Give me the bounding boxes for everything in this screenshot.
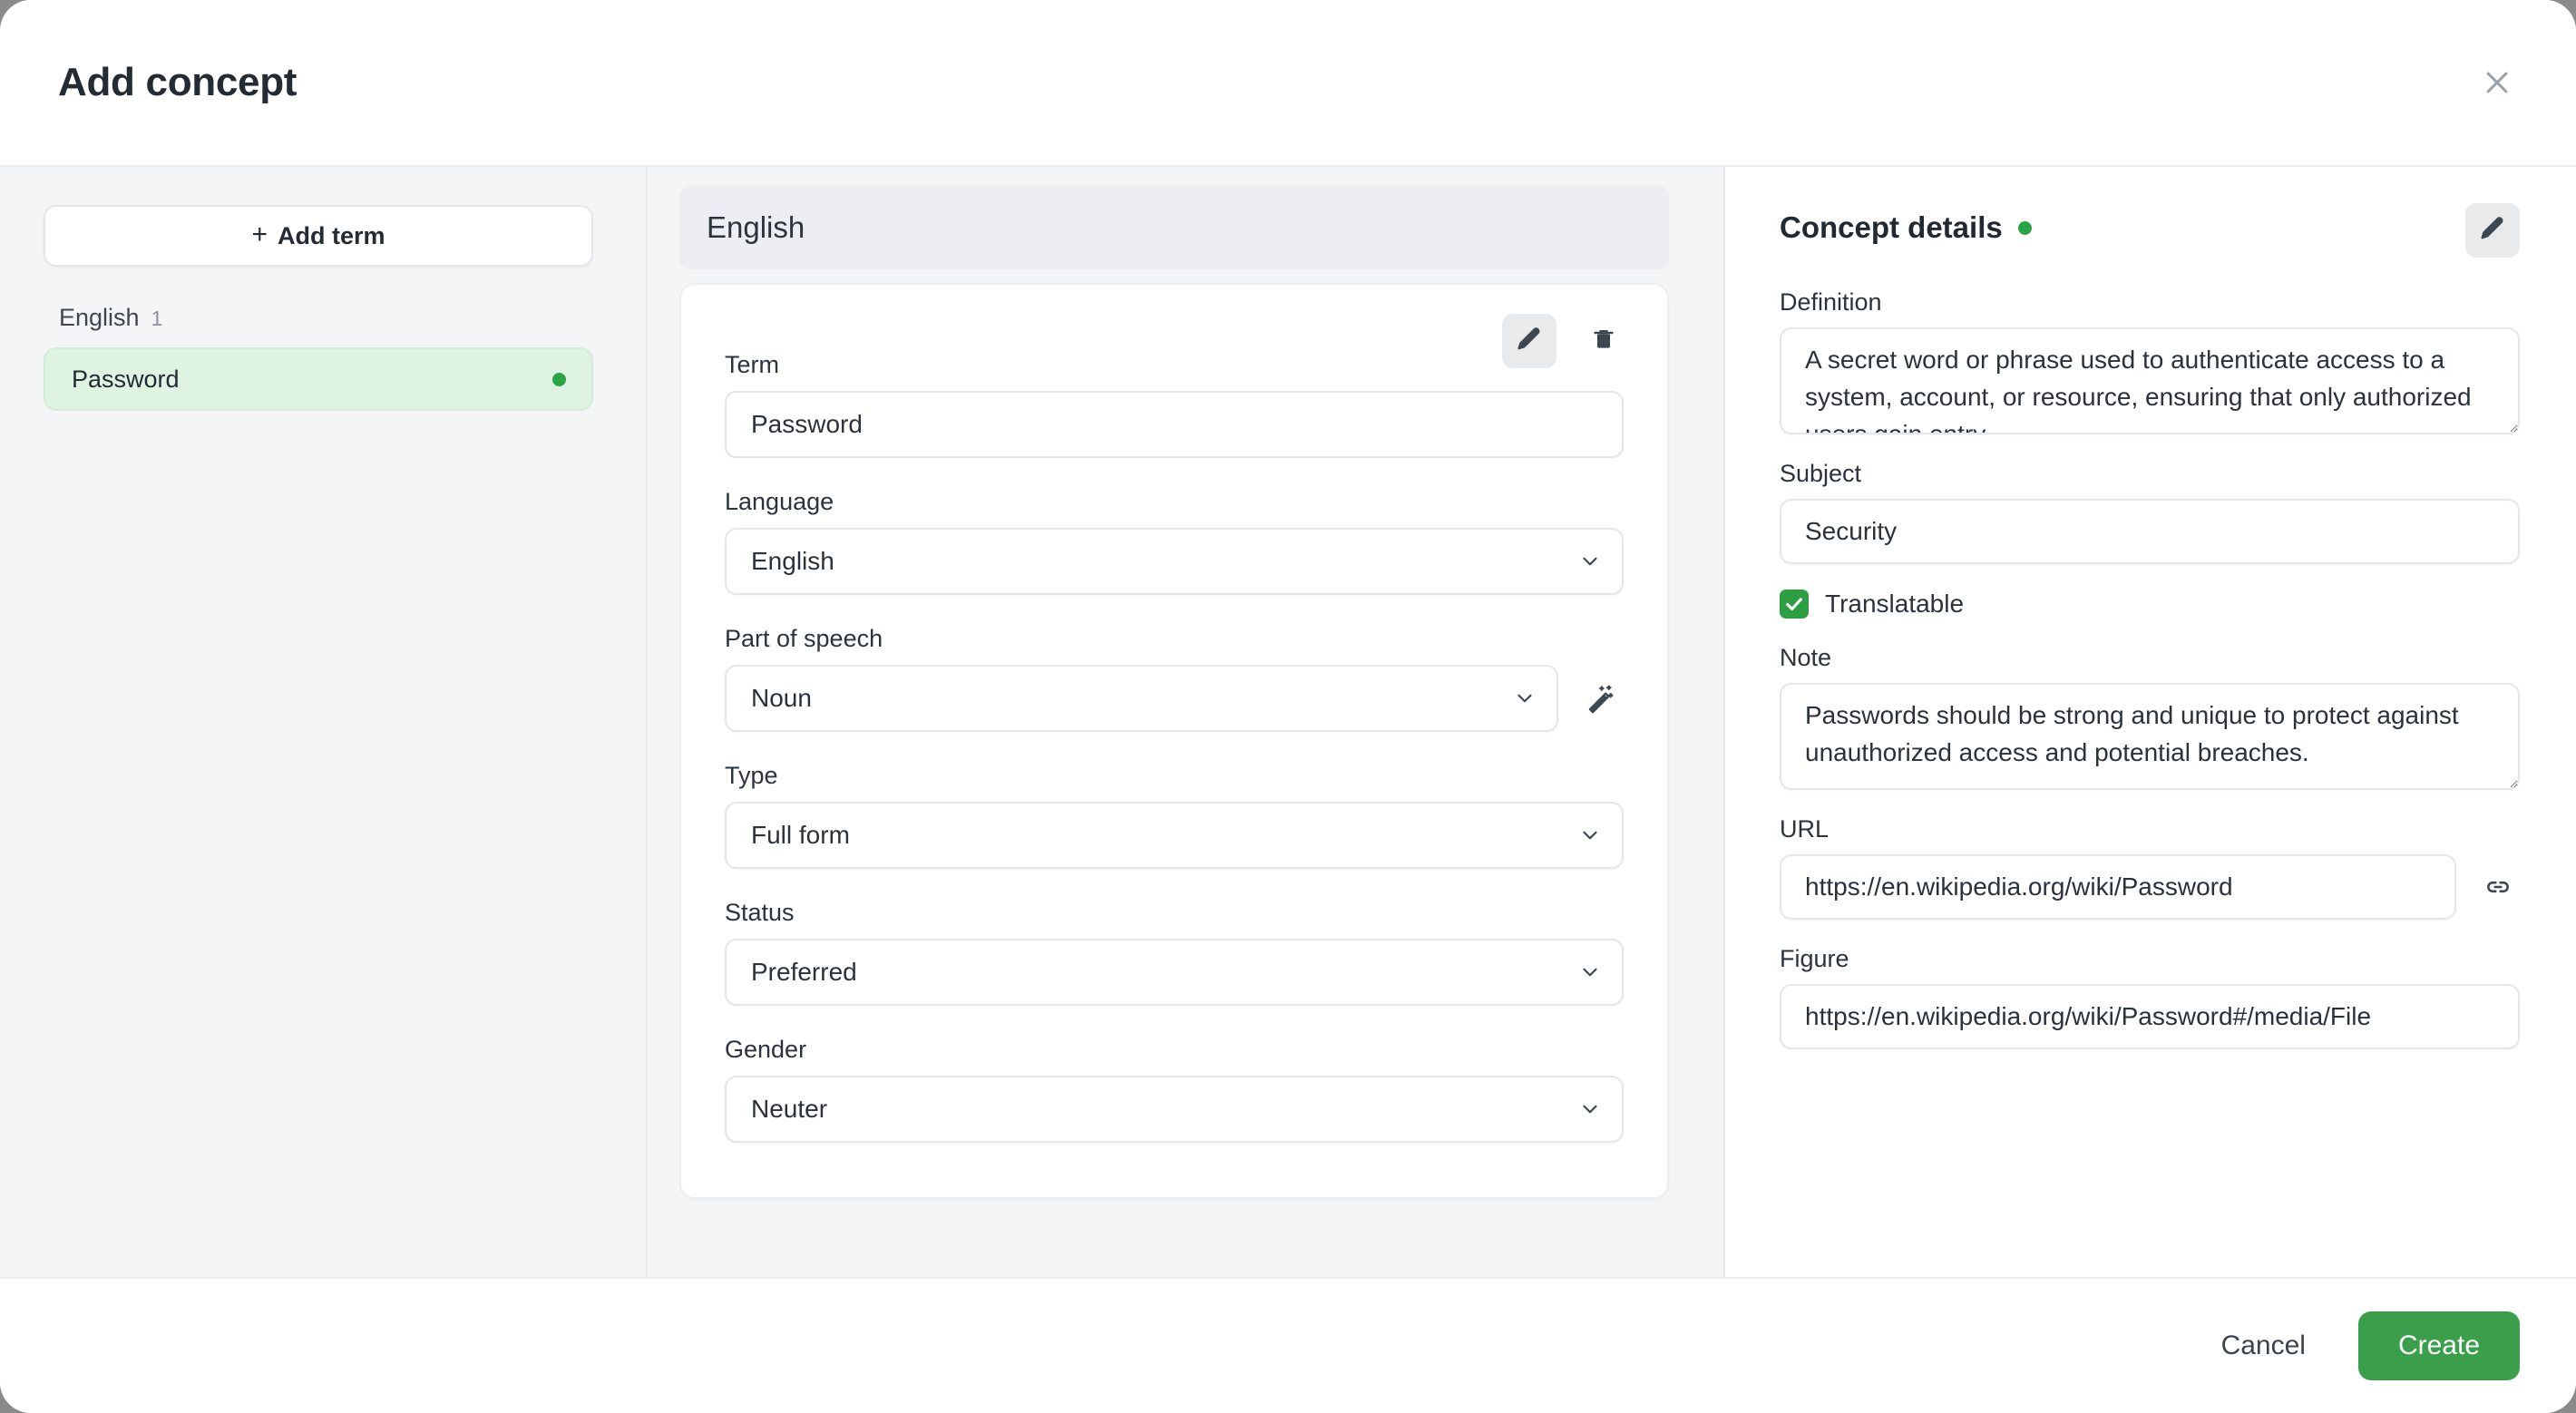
field-figure: Figure [1780, 945, 2520, 1049]
concept-details-title: Concept details [1780, 210, 2003, 244]
checkmark-icon [1780, 590, 1809, 619]
field-term: Term [725, 351, 1624, 458]
dialog-title: Add concept [58, 60, 298, 104]
field-note: Note Passwords should be strong and uniq… [1780, 644, 2520, 790]
status-dot-icon [2017, 220, 2032, 235]
definition-textarea[interactable]: A secret word or phrase used to authenti… [1780, 327, 2520, 434]
status-dot-icon [552, 372, 566, 386]
subject-input[interactable] [1780, 499, 2520, 564]
figure-label: Figure [1780, 945, 1849, 972]
dialog-header: Add concept [0, 0, 2576, 167]
pencil-icon [1516, 326, 1543, 357]
add-term-button[interactable]: + Add term [44, 205, 593, 267]
status-label: Status [725, 899, 795, 926]
status-select[interactable] [725, 939, 1624, 1006]
create-button[interactable]: Create [2357, 1311, 2520, 1380]
add-term-label: Add term [278, 221, 385, 249]
language-select[interactable] [725, 528, 1624, 595]
field-gender: Gender [725, 1036, 1624, 1143]
definition-label: Definition [1780, 288, 1882, 316]
concept-details-panel: Concept details Definition A secret word… [1725, 167, 2576, 1277]
field-part-of-speech: Part of speech [725, 625, 1624, 732]
gender-select[interactable] [725, 1076, 1624, 1143]
translatable-checkbox[interactable]: Translatable [1780, 590, 2520, 619]
gender-label: Gender [725, 1036, 807, 1063]
field-status: Status [725, 899, 1624, 1006]
close-icon[interactable] [2469, 54, 2525, 111]
language-group-name: English [59, 304, 140, 331]
field-type: Type [725, 762, 1624, 869]
term-chip-label: Password [72, 365, 180, 393]
type-select[interactable] [725, 802, 1624, 869]
magic-wand-icon[interactable] [1578, 676, 1624, 721]
language-group-count: 1 [151, 307, 163, 330]
plus-icon: + [251, 219, 268, 249]
term-input[interactable] [725, 391, 1624, 458]
translatable-label: Translatable [1825, 590, 1965, 618]
dialog-body: + Add term English 1 Password English [0, 167, 2576, 1279]
trash-icon [1591, 326, 1616, 357]
part-of-speech-label: Part of speech [725, 625, 883, 652]
concept-details-header: Concept details [1780, 203, 2520, 258]
field-url: URL [1780, 815, 2520, 920]
url-label: URL [1780, 815, 1830, 843]
term-label: Term [725, 351, 779, 378]
url-input[interactable] [1780, 854, 2456, 920]
language-group-header: English 1 [59, 304, 593, 332]
type-label: Type [725, 762, 778, 789]
field-language: Language [725, 488, 1624, 595]
terms-sidebar: + Add term English 1 Password [0, 167, 648, 1277]
field-definition: Definition A secret word or phrase used … [1780, 288, 2520, 434]
dialog-footer: Cancel Create [0, 1279, 2576, 1413]
part-of-speech-select[interactable] [725, 665, 1558, 732]
note-textarea[interactable]: Passwords should be strong and unique to… [1780, 683, 2520, 790]
language-label: Language [725, 488, 834, 515]
pencil-icon [2479, 215, 2506, 247]
figure-input[interactable] [1780, 984, 2520, 1049]
link-icon[interactable] [2476, 865, 2520, 909]
note-label: Note [1780, 644, 1832, 671]
list-item[interactable]: Password [44, 347, 593, 411]
term-card: Term Language Part of speech [679, 283, 1669, 1199]
term-section-header: English [679, 186, 1669, 269]
field-subject: Subject [1780, 460, 2520, 564]
edit-concept-button[interactable] [2465, 203, 2520, 258]
edit-term-button[interactable] [1502, 314, 1556, 368]
term-section-title: English [707, 210, 805, 244]
term-card-actions [1502, 314, 1631, 368]
delete-term-button[interactable] [1576, 314, 1631, 368]
cancel-button[interactable]: Cancel [2201, 1316, 2326, 1376]
term-editor-panel: English [648, 167, 1725, 1277]
subject-label: Subject [1780, 460, 1862, 487]
